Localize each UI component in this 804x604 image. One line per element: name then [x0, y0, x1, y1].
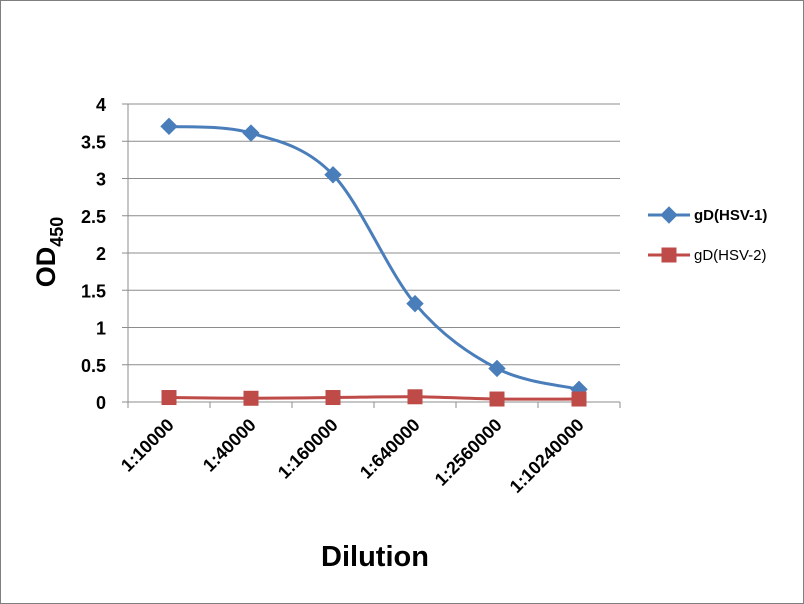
legend-item: gD(HSV-2): [648, 247, 767, 264]
axes: [122, 103, 621, 408]
legend-item: gD(HSV-1): [648, 206, 767, 224]
data-point: [242, 124, 260, 142]
x-tick-label: 1:10000: [117, 415, 178, 476]
data-point: [161, 390, 177, 406]
x-axis-title: Dilution: [321, 541, 429, 573]
y-axis-title-subscript: 450: [47, 217, 67, 247]
data-point: [324, 166, 342, 184]
x-tick-label: 1:40000: [199, 415, 260, 476]
legend-marker: [660, 206, 678, 224]
y-tick-label: 0.5: [81, 356, 106, 376]
data-point: [488, 359, 506, 378]
y-axis-title-main: OD: [31, 247, 61, 288]
legend: gD(HSV-1) gD(HSV-2): [648, 206, 767, 264]
y-tick-label: 1: [96, 319, 106, 339]
x-tick-label: 1:2560000: [431, 415, 506, 490]
data-point: [407, 389, 423, 405]
legend-label: gD(HSV-2): [694, 247, 767, 264]
y-tick-label: 1.5: [81, 281, 106, 301]
series-2: [161, 389, 587, 407]
x-tick-label: 1:640000: [356, 415, 424, 483]
y-tick-label: 0: [96, 393, 106, 413]
legend-marker: [661, 247, 677, 263]
y-tick-label: 4: [96, 95, 106, 115]
data-point: [489, 391, 505, 407]
series-line: [168, 124, 580, 391]
x-tick-label: 1:160000: [274, 415, 342, 483]
x-tick-label: 1:10240000: [506, 415, 588, 497]
y-tick-labels: 0 0.5 1 1.5 2 2.5 3 3.5 4: [81, 95, 106, 413]
y-tick-label: 2: [96, 244, 106, 264]
legend-label: gD(HSV-1): [694, 207, 767, 224]
gridlines: [128, 103, 620, 366]
data-point: [160, 117, 178, 136]
series-line: [168, 395, 580, 401]
data-point: [571, 391, 587, 407]
data-point: [243, 390, 259, 406]
series-layer: [160, 117, 588, 407]
data-point: [325, 390, 341, 406]
y-tick-label: 2.5: [81, 207, 106, 227]
x-tick-labels: 1:10000 1:40000 1:160000 1:640000 1:2560000 1…: [117, 415, 588, 497]
data-point: [406, 294, 424, 313]
y-axis-title: OD450: [31, 217, 67, 288]
y-tick-label: 3: [96, 170, 106, 190]
y-tick-label: 3.5: [81, 132, 106, 152]
series-1: [160, 117, 588, 399]
